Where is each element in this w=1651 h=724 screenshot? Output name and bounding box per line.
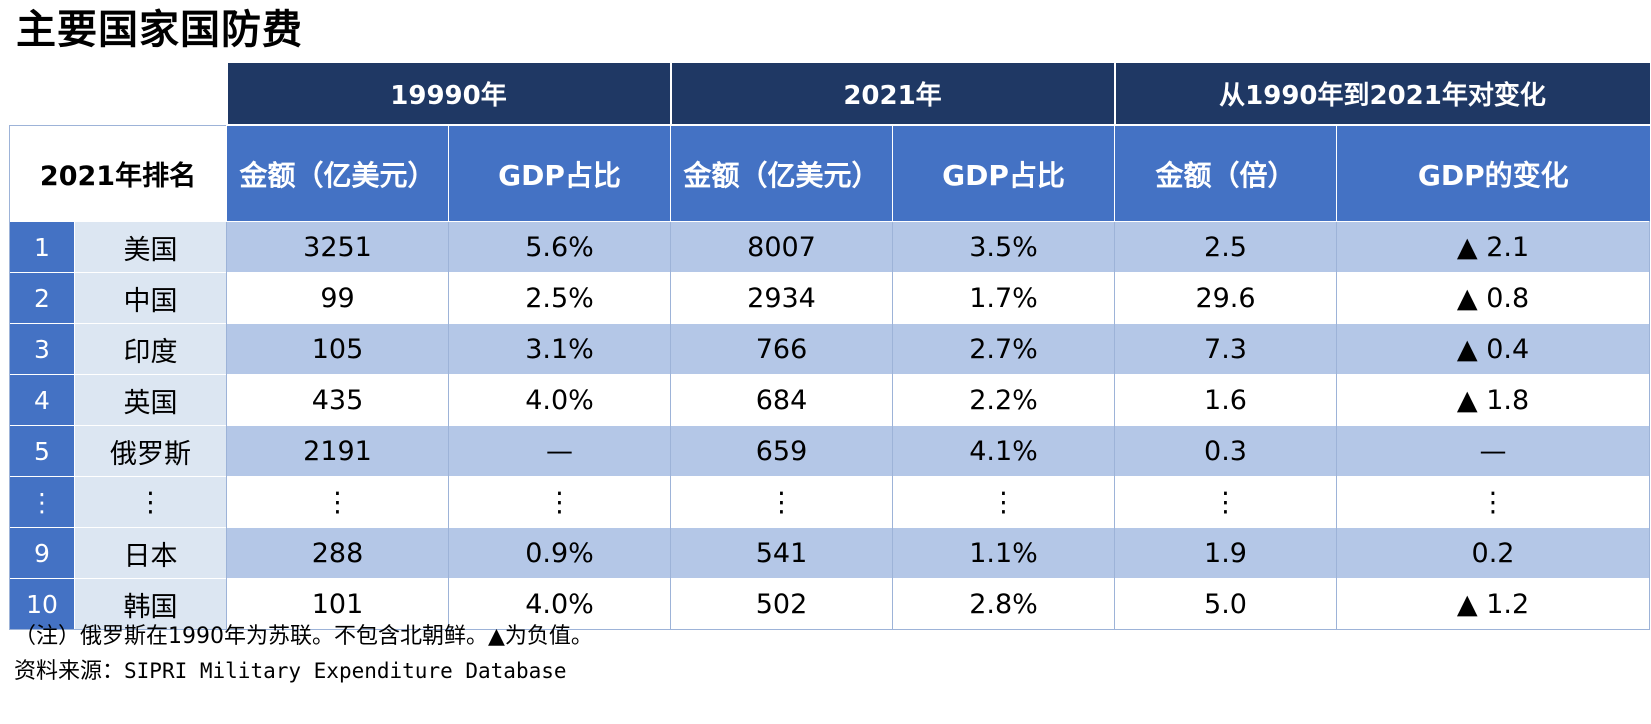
page-title: 主要国家国防费: [16, 7, 303, 53]
rank-cell: ⋮: [9, 476, 75, 528]
amount-2021-header: 金额（亿美元）: [670, 124, 893, 222]
gdp-change-cell: 0.2: [1335, 527, 1651, 579]
gdp-change-cell: ⋮: [1335, 476, 1651, 528]
rank-cell: 10: [9, 578, 75, 630]
amount-1990-header: 金额（亿美元）: [226, 124, 449, 222]
country-cell: 中国: [74, 272, 227, 324]
group-header-1990: 19990年: [225, 63, 671, 125]
rank-header: 2021年排名: [9, 124, 227, 222]
gdp-1990-cell: 5.6%: [448, 221, 671, 273]
gdp-change-cell: —: [1335, 425, 1651, 477]
table-row: 3 印度 105 3.1% 766 2.7% 7.3 ▲ 0.4: [9, 323, 1651, 375]
gdp-1990-header: GDP占比: [448, 124, 671, 222]
rank-cell: 9: [9, 527, 75, 579]
gdp-1990-cell: 4.0%: [448, 578, 671, 630]
gdp-2021-cell: 4.1%: [892, 425, 1115, 477]
amount-2021-cell: ⋮: [670, 476, 893, 528]
country-cell: 美国: [74, 221, 227, 273]
source-line: 资料来源：SIPRI Military Expenditure Database: [14, 654, 593, 689]
amount-change-cell: 1.6: [1114, 374, 1337, 426]
table-row: 5 俄罗斯 2191 — 659 4.1% 0.3 —: [9, 425, 1651, 477]
gdp-change-cell: ▲ 0.4: [1335, 323, 1651, 375]
amount-1990-cell: 288: [226, 527, 449, 579]
table-row: 2 中国 99 2.5% 2934 1.7% 29.6 ▲ 0.8: [9, 272, 1651, 324]
country-cell: 俄罗斯: [74, 425, 227, 477]
source-text: SIPRI Military Expenditure Database: [124, 659, 567, 683]
country-cell: 韩国: [74, 578, 227, 630]
amount-1990-cell: 99: [226, 272, 449, 324]
amount-change-header: 金额（倍）: [1114, 124, 1337, 222]
gdp-1990-cell: 0.9%: [448, 527, 671, 579]
footnote-text: （注）俄罗斯在1990年为苏联。不包含北朝鲜。▲为负值。: [14, 624, 593, 649]
amount-1990-cell: 101: [226, 578, 449, 630]
rank-cell: 1: [9, 221, 75, 273]
table-row: 4 英国 435 4.0% 684 2.2% 1.6 ▲ 1.8: [9, 374, 1651, 426]
amount-change-cell: 29.6: [1114, 272, 1337, 324]
gdp-2021-cell: ⋮: [892, 476, 1115, 528]
gdp-change-cell: ▲ 1.8: [1335, 374, 1651, 426]
group-header-row: 19990年 2021年 从1990年到2021年对变化: [9, 63, 1650, 125]
defense-spending-table: 19990年 2021年 从1990年到2021年对变化 2021年排名 金额（…: [9, 63, 1651, 630]
amount-2021-cell: 502: [670, 578, 893, 630]
gdp-2021-cell: 2.8%: [892, 578, 1115, 630]
blank-corner: [9, 63, 227, 125]
amount-2021-cell: 766: [670, 323, 893, 375]
gdp-2021-cell: 1.7%: [892, 272, 1115, 324]
amount-change-cell: 1.9: [1114, 527, 1337, 579]
rank-cell: 5: [9, 425, 75, 477]
group-header-change: 从1990年到2021年对变化: [1113, 63, 1650, 125]
table-row: 9 日本 288 0.9% 541 1.1% 1.9 0.2: [9, 527, 1651, 579]
amount-change-cell: 2.5: [1114, 221, 1337, 273]
gdp-2021-cell: 3.5%: [892, 221, 1115, 273]
gdp-change-cell: ▲ 2.1: [1335, 221, 1651, 273]
amount-change-cell: ⋮: [1114, 476, 1337, 528]
group-header-2021: 2021年: [669, 63, 1115, 125]
country-cell: 英国: [74, 374, 227, 426]
gdp-2021-cell: 2.7%: [892, 323, 1115, 375]
amount-change-cell: 0.3: [1114, 425, 1337, 477]
amount-2021-cell: 659: [670, 425, 893, 477]
amount-change-cell: 5.0: [1114, 578, 1337, 630]
amount-2021-cell: 684: [670, 374, 893, 426]
table-row-ellipsis: ⋮ ⋮ ⋮ ⋮ ⋮ ⋮ ⋮ ⋮: [9, 476, 1651, 528]
gdp-1990-cell: 2.5%: [448, 272, 671, 324]
rank-cell: 3: [9, 323, 75, 375]
rank-cell: 4: [9, 374, 75, 426]
gdp-1990-cell: —: [448, 425, 671, 477]
amount-1990-cell: 2191: [226, 425, 449, 477]
gdp-change-cell: ▲ 1.2: [1335, 578, 1651, 630]
sub-header-row: 2021年排名 金额（亿美元） GDP占比 金额（亿美元） GDP占比 金额（倍…: [9, 124, 1650, 222]
amount-1990-cell: 3251: [226, 221, 449, 273]
country-cell: ⋮: [74, 476, 227, 528]
table-row: 1 美国 3251 5.6% 8007 3.5% 2.5 ▲ 2.1: [9, 221, 1651, 273]
gdp-1990-cell: 3.1%: [448, 323, 671, 375]
amount-1990-cell: 105: [226, 323, 449, 375]
table-row: 10 韩国 101 4.0% 502 2.8% 5.0 ▲ 1.2: [9, 578, 1651, 630]
gdp-2021-cell: 2.2%: [892, 374, 1115, 426]
amount-2021-cell: 541: [670, 527, 893, 579]
amount-2021-cell: 8007: [670, 221, 893, 273]
rank-cell: 2: [9, 272, 75, 324]
amount-change-cell: 7.3: [1114, 323, 1337, 375]
amount-1990-cell: ⋮: [226, 476, 449, 528]
country-cell: 印度: [74, 323, 227, 375]
gdp-1990-cell: ⋮: [448, 476, 671, 528]
amount-2021-cell: 2934: [670, 272, 893, 324]
gdp-2021-cell: 1.1%: [892, 527, 1115, 579]
gdp-change-cell: ▲ 0.8: [1335, 272, 1651, 324]
gdp-1990-cell: 4.0%: [448, 374, 671, 426]
source-label: 资料来源：: [14, 659, 125, 684]
country-cell: 日本: [74, 527, 227, 579]
gdp-2021-header: GDP占比: [892, 124, 1115, 222]
amount-1990-cell: 435: [226, 374, 449, 426]
footnotes: （注）俄罗斯在1990年为苏联。不包含北朝鲜。▲为负值。 资料来源：SIPRI …: [14, 620, 593, 689]
gdp-change-header: GDP的变化: [1335, 124, 1650, 222]
